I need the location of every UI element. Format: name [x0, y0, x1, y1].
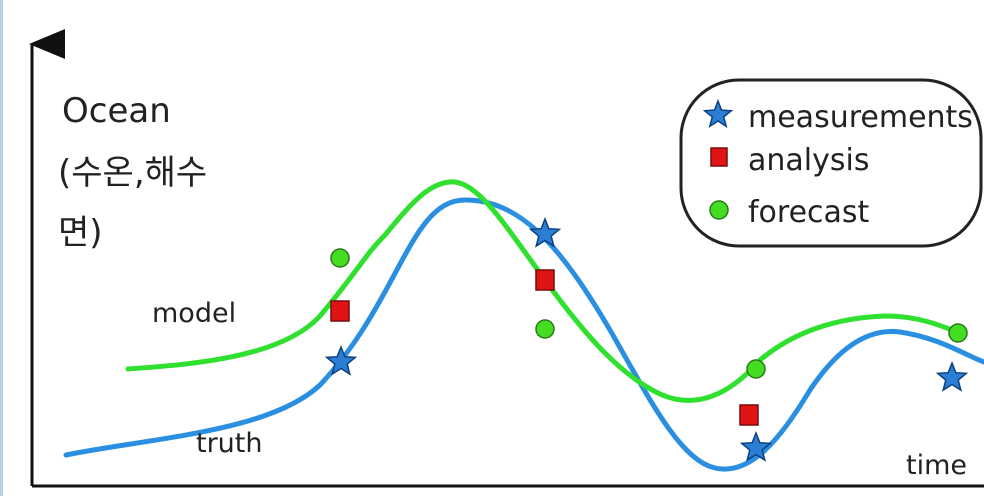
analysis-marker: [739, 404, 759, 426]
analysis-marker: [535, 269, 555, 291]
legend-forecast-label: forecast: [748, 195, 870, 230]
legend-analysis-label: analysis: [748, 143, 869, 178]
measurement-star-icon: [528, 216, 562, 248]
legend-circle-icon: [709, 200, 729, 220]
legend-measurements-label: measurements: [748, 100, 973, 135]
model-label: model: [152, 298, 236, 329]
analysis-marker: [330, 300, 350, 322]
legend-box: [679, 78, 983, 248]
y-axis-title-line1: Ocean: [62, 91, 171, 131]
truth-label: truth: [196, 428, 263, 459]
legend-star-icon: [702, 98, 734, 128]
forecast-marker: [948, 323, 968, 343]
y-axis-title-line2: (수온,해수: [58, 153, 207, 193]
legend: measurements analysis forecast: [679, 78, 983, 248]
forecast-marker: [330, 248, 350, 268]
truth-curve: [63, 197, 984, 472]
measurement-star-icon: [935, 360, 969, 392]
y-axis-title-line3: 면): [58, 213, 103, 253]
measurement-star-icon: [324, 344, 358, 376]
forecast-marker: [535, 319, 555, 339]
x-axis-label: time: [906, 450, 967, 481]
frame-edge: [0, 0, 3, 496]
forecast-marker: [746, 359, 766, 379]
measurement-star-icon: [739, 430, 773, 462]
legend-square-icon: [710, 147, 728, 167]
